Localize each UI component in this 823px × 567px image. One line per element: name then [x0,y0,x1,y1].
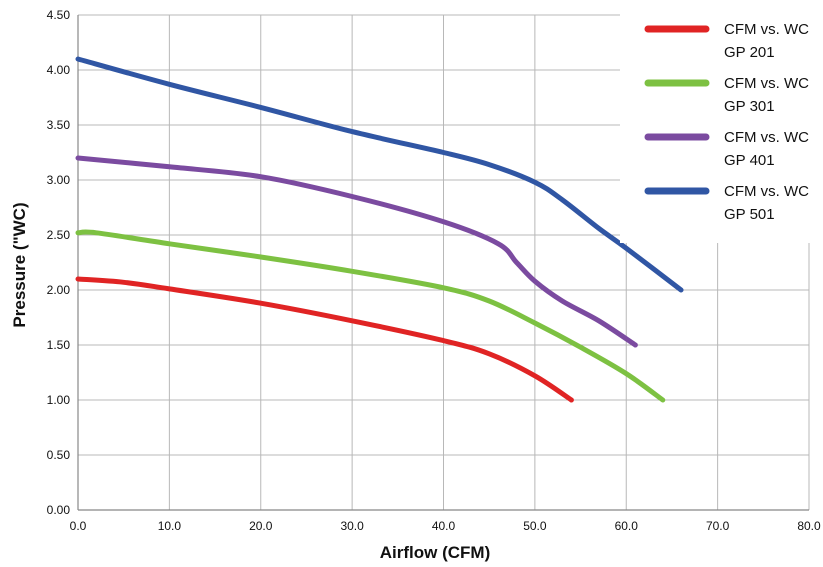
series-line-gp-401 [75,155,638,348]
y-tick-label: 1.50 [47,338,71,352]
series-line-gp-501 [75,56,684,293]
x-tick-label: 60.0 [615,519,639,533]
series-lines [75,56,684,403]
legend-sublabel-gp-501: GP 501 [724,206,775,223]
y-tick-label: 3.00 [47,173,71,187]
legend-sublabel-gp-201: GP 201 [724,44,775,61]
y-axis-title: Pressure ("WC) [10,202,29,327]
x-axis-title: Airflow (CFM) [380,543,490,562]
y-tick-label: 4.50 [47,8,71,22]
legend: CFM vs. WC GP 201 CFM vs. WC GP 301 CFM vs. … [620,0,823,243]
y-tick-label: 2.50 [47,228,71,242]
y-tick-label: 1.00 [47,393,71,407]
legend-background [620,0,823,243]
y-tick-label: 0.50 [47,448,71,462]
x-tick-label: 20.0 [249,519,273,533]
x-tick-label: 50.0 [523,519,547,533]
legend-label-gp-201: CFM vs. WC [724,21,809,38]
y-tick-label: 4.00 [47,63,71,77]
axes: 0.0 10.0 20.0 30.0 40.0 50.0 60.0 70.0 80.0 0.00 0… [47,8,821,533]
series-line-gp-201 [75,276,574,403]
y-tick-label: 2.00 [47,283,71,297]
x-tick-label: 0.0 [70,519,87,533]
x-tick-label: 70.0 [706,519,730,533]
series-line-gp-301 [75,229,666,403]
y-tick-label: 0.00 [47,503,71,517]
x-tick-label: 80.0 [797,519,821,533]
x-tick-label: 40.0 [432,519,456,533]
legend-label-gp-301: CFM vs. WC [724,75,809,92]
legend-sublabel-gp-401: GP 401 [724,152,775,169]
legend-sublabel-gp-301: GP 301 [724,98,775,115]
legend-label-gp-501: CFM vs. WC [724,183,809,200]
legend-label-gp-401: CFM vs. WC [724,129,809,146]
y-tick-label: 3.50 [47,118,71,132]
x-tick-label: 10.0 [158,519,182,533]
x-tick-label: 30.0 [340,519,364,533]
